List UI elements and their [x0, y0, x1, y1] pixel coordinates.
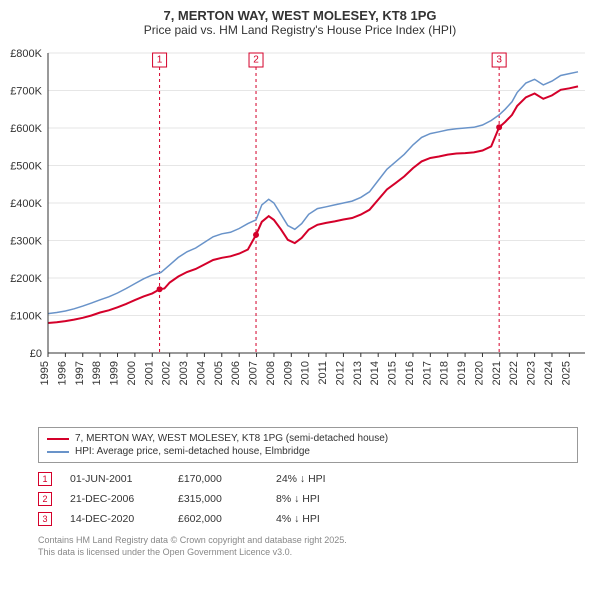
svg-text:2017: 2017 — [421, 361, 433, 385]
svg-text:2018: 2018 — [439, 361, 451, 385]
footer-attribution: Contains HM Land Registry data © Crown c… — [38, 535, 578, 558]
svg-text:1: 1 — [157, 55, 163, 66]
sale-row: 3 14-DEC-2020 £602,000 4% ↓ HPI — [38, 509, 578, 529]
svg-text:1998: 1998 — [91, 361, 103, 385]
sale-price: £315,000 — [178, 493, 258, 505]
svg-text:2016: 2016 — [404, 361, 416, 385]
sale-date: 14-DEC-2020 — [70, 513, 160, 525]
sale-marker-box: 3 — [38, 512, 52, 526]
sales-table: 1 01-JUN-2001 £170,000 24% ↓ HPI 2 21-DEC-200… — [38, 469, 578, 529]
svg-text:2006: 2006 — [230, 361, 242, 385]
svg-text:3: 3 — [496, 55, 502, 66]
svg-text:2024: 2024 — [543, 361, 555, 385]
sale-marker-box: 1 — [38, 472, 52, 486]
legend-item: 7, MERTON WAY, WEST MOLESEY, KT8 1PG (se… — [47, 432, 569, 445]
svg-text:2009: 2009 — [282, 361, 294, 385]
svg-text:2014: 2014 — [369, 361, 381, 385]
line-chart-svg: £0 £100K £200K £300K £400K £500K £600K £700K £80… — [0, 43, 600, 423]
legend-swatch — [47, 451, 69, 453]
svg-text:£600K: £600K — [10, 123, 42, 135]
sale-marker-box: 2 — [38, 492, 52, 506]
svg-text:2019: 2019 — [456, 361, 468, 385]
footer-line-2: This data is licensed under the Open Gov… — [38, 547, 578, 559]
svg-text:2003: 2003 — [178, 361, 190, 385]
legend-item: HPI: Average price, semi-detached house,… — [47, 445, 569, 458]
legend: 7, MERTON WAY, WEST MOLESEY, KT8 1PG (se… — [38, 427, 578, 463]
svg-text:2001: 2001 — [143, 361, 155, 385]
svg-text:1999: 1999 — [109, 361, 121, 385]
footer-line-1: Contains HM Land Registry data © Crown c… — [38, 535, 578, 547]
legend-swatch — [47, 438, 69, 440]
svg-text:1997: 1997 — [74, 361, 86, 385]
chart-plot-area: £0 £100K £200K £300K £400K £500K £600K £700K £80… — [0, 43, 600, 423]
svg-text:1995: 1995 — [39, 361, 51, 385]
svg-text:2008: 2008 — [265, 361, 277, 385]
sale-row: 1 01-JUN-2001 £170,000 24% ↓ HPI — [38, 469, 578, 489]
svg-text:£300K: £300K — [10, 236, 42, 248]
svg-text:£0: £0 — [30, 348, 42, 360]
svg-text:2011: 2011 — [317, 361, 329, 385]
svg-text:2010: 2010 — [300, 361, 312, 385]
svg-text:£400K: £400K — [10, 198, 42, 210]
svg-text:2012: 2012 — [334, 361, 346, 385]
sale-date: 21-DEC-2006 — [70, 493, 160, 505]
sale-diff: 4% ↓ HPI — [276, 513, 356, 525]
sale-price: £170,000 — [178, 473, 258, 485]
svg-text:2007: 2007 — [248, 361, 260, 385]
sale-date: 01-JUN-2001 — [70, 473, 160, 485]
svg-text:2000: 2000 — [126, 361, 138, 385]
sale-diff: 24% ↓ HPI — [276, 473, 356, 485]
svg-text:£800K: £800K — [10, 48, 42, 60]
svg-text:2020: 2020 — [473, 361, 485, 385]
legend-label: 7, MERTON WAY, WEST MOLESEY, KT8 1PG (se… — [75, 433, 388, 444]
svg-text:2025: 2025 — [560, 361, 572, 385]
chart-container: 7, MERTON WAY, WEST MOLESEY, KT8 1PG Pri… — [0, 0, 600, 590]
sale-diff: 8% ↓ HPI — [276, 493, 356, 505]
sale-price: £602,000 — [178, 513, 258, 525]
svg-text:1996: 1996 — [56, 361, 68, 385]
svg-text:£200K: £200K — [10, 273, 42, 285]
svg-text:£700K: £700K — [10, 86, 42, 98]
svg-text:2004: 2004 — [195, 361, 207, 385]
svg-text:2021: 2021 — [491, 361, 503, 385]
svg-text:2002: 2002 — [161, 361, 173, 385]
svg-text:2013: 2013 — [352, 361, 364, 385]
svg-text:£500K: £500K — [10, 161, 42, 173]
svg-text:2015: 2015 — [387, 361, 399, 385]
legend-label: HPI: Average price, semi-detached house,… — [75, 446, 310, 457]
svg-text:2005: 2005 — [213, 361, 225, 385]
sale-row: 2 21-DEC-2006 £315,000 8% ↓ HPI — [38, 489, 578, 509]
chart-title: 7, MERTON WAY, WEST MOLESEY, KT8 1PG — [0, 0, 600, 23]
chart-subtitle: Price paid vs. HM Land Registry's House … — [0, 23, 600, 43]
svg-text:2022: 2022 — [508, 361, 520, 385]
svg-text:2: 2 — [253, 55, 259, 66]
svg-text:£100K: £100K — [10, 311, 42, 323]
svg-text:2023: 2023 — [526, 361, 538, 385]
